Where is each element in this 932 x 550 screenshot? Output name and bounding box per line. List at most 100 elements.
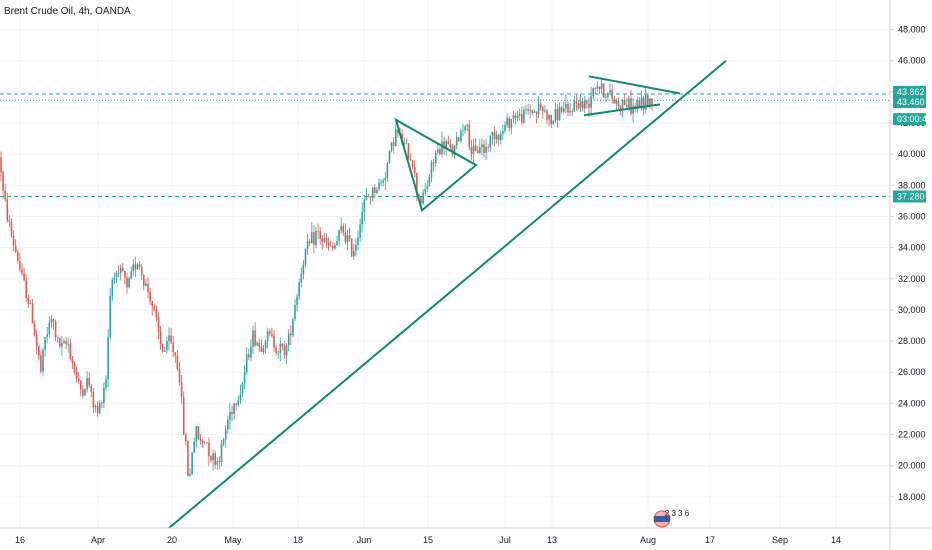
- level-label-37280-bg: [893, 190, 926, 203]
- candle-body: [63, 341, 65, 344]
- candle-body: [426, 186, 429, 190]
- candle-body: [86, 378, 88, 390]
- candle-body: [325, 238, 328, 243]
- candle-body: [12, 236, 15, 246]
- candle-body: [75, 372, 78, 379]
- candle-body: [33, 323, 36, 335]
- grid-lines: [0, 0, 890, 528]
- candle-body: [8, 220, 11, 223]
- drawings[interactable]: [168, 59, 727, 529]
- candle-body: [344, 232, 347, 243]
- candle-body: [132, 264, 135, 272]
- candle-body: [269, 331, 271, 334]
- candle-body: [122, 267, 124, 271]
- candle-body: [550, 114, 552, 125]
- candle-body: [42, 349, 44, 372]
- price-tick-label: 32.000: [898, 274, 926, 284]
- candle-body: [50, 318, 53, 323]
- candle-body: [170, 335, 172, 343]
- price-tick-label: 48.000: [898, 25, 926, 35]
- candle-body: [178, 369, 181, 383]
- candle-body: [180, 382, 183, 397]
- candle-body: [90, 385, 93, 392]
- event-badge-text[interactable]: 2 3 3 6: [665, 509, 690, 518]
- candle-body: [378, 182, 380, 190]
- candle-body: [23, 273, 25, 281]
- candle-body: [640, 97, 643, 108]
- candle-body: [304, 248, 307, 266]
- candle-body: [558, 107, 561, 121]
- time-axis[interactable]: 16 Apr 20 May 18 Jun 15 Jul 13 Aug 17 Sep 14: [0, 527, 932, 545]
- candle-body: [518, 114, 521, 116]
- candle-body: [19, 261, 21, 270]
- candle-body: [516, 115, 519, 118]
- candle-body: [481, 144, 483, 148]
- candle-body: [563, 108, 565, 112]
- candle-body: [405, 142, 408, 144]
- candle-body: [384, 177, 387, 181]
- candle-body: [552, 120, 555, 125]
- candle-body: [544, 110, 546, 112]
- candle-body: [434, 152, 437, 164]
- wedge-upper-line[interactable]: [588, 75, 681, 95]
- candle-body: [153, 305, 156, 310]
- candle-body: [531, 110, 534, 113]
- trendline[interactable]: [168, 59, 727, 529]
- candle-body: [0, 157, 2, 173]
- candle-body: [214, 453, 216, 465]
- candle-body: [397, 129, 399, 134]
- candle-body: [573, 101, 576, 112]
- candle-body: [126, 277, 128, 288]
- candle-body: [628, 98, 630, 108]
- candle-body: [292, 319, 294, 336]
- candle-body: [649, 98, 651, 106]
- candle-body: [210, 456, 212, 461]
- candle-body: [556, 109, 559, 121]
- candle-body: [458, 137, 460, 142]
- candle-body: [365, 196, 368, 201]
- candle-body: [329, 245, 332, 247]
- candle-body: [294, 304, 296, 320]
- price-tick-label: 40.000: [898, 149, 926, 159]
- candle-body: [495, 134, 498, 140]
- candle-body: [527, 109, 529, 111]
- candle-body: [201, 440, 204, 443]
- horizontal-lines[interactable]: [0, 93, 890, 198]
- candle-body: [432, 162, 435, 164]
- price-tick-label: 46.000: [898, 56, 926, 66]
- candle-body: [428, 177, 431, 187]
- candle-body: [138, 264, 141, 267]
- candle-body: [56, 337, 59, 338]
- candle-body: [235, 403, 237, 406]
- candle-body: [596, 86, 599, 89]
- event-badge[interactable]: 2 3 3 6: [653, 509, 690, 528]
- candle-body: [80, 381, 82, 390]
- candle-body: [243, 372, 246, 384]
- candle-body: [94, 406, 97, 408]
- wedge-lower-line[interactable]: [583, 103, 661, 117]
- candle-body: [407, 143, 410, 159]
- triangle-pattern[interactable]: [394, 117, 478, 213]
- candle-body: [98, 402, 101, 414]
- candle-body: [105, 379, 107, 388]
- candle-body: [357, 237, 359, 245]
- candle-body: [271, 333, 273, 336]
- price-axis[interactable]: 18.000 20.000 22.000 24.000 26.000 28.000 30.0…: [889, 0, 932, 550]
- candle-body: [323, 238, 326, 242]
- candle-body: [52, 318, 55, 322]
- price-tick-label: 28.000: [898, 336, 926, 346]
- candle-body: [189, 473, 191, 476]
- candle-body: [233, 403, 235, 414]
- candle-body: [273, 335, 275, 348]
- candle-body: [67, 343, 69, 345]
- candle-body: [65, 341, 67, 345]
- candle-body: [374, 187, 376, 194]
- candle-body: [281, 343, 284, 347]
- candle-body: [447, 141, 450, 145]
- candle-body: [143, 275, 145, 286]
- candle-body: [300, 273, 303, 283]
- candle-body: [416, 173, 418, 195]
- candle-body: [10, 222, 13, 237]
